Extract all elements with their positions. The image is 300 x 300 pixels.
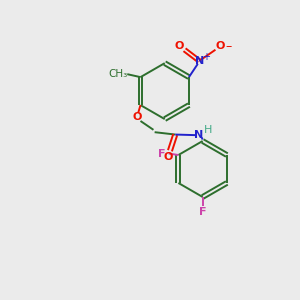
Text: +: + bbox=[202, 52, 210, 61]
Text: H: H bbox=[204, 125, 213, 135]
Text: N: N bbox=[195, 56, 204, 66]
Text: N: N bbox=[194, 130, 204, 140]
Text: O: O bbox=[132, 112, 142, 122]
Text: O: O bbox=[164, 152, 173, 162]
Text: F: F bbox=[158, 148, 166, 158]
Text: –: – bbox=[226, 40, 232, 53]
Text: O: O bbox=[216, 41, 225, 51]
Text: F: F bbox=[199, 207, 206, 217]
Text: CH₃: CH₃ bbox=[108, 69, 127, 79]
Text: O: O bbox=[175, 41, 184, 51]
